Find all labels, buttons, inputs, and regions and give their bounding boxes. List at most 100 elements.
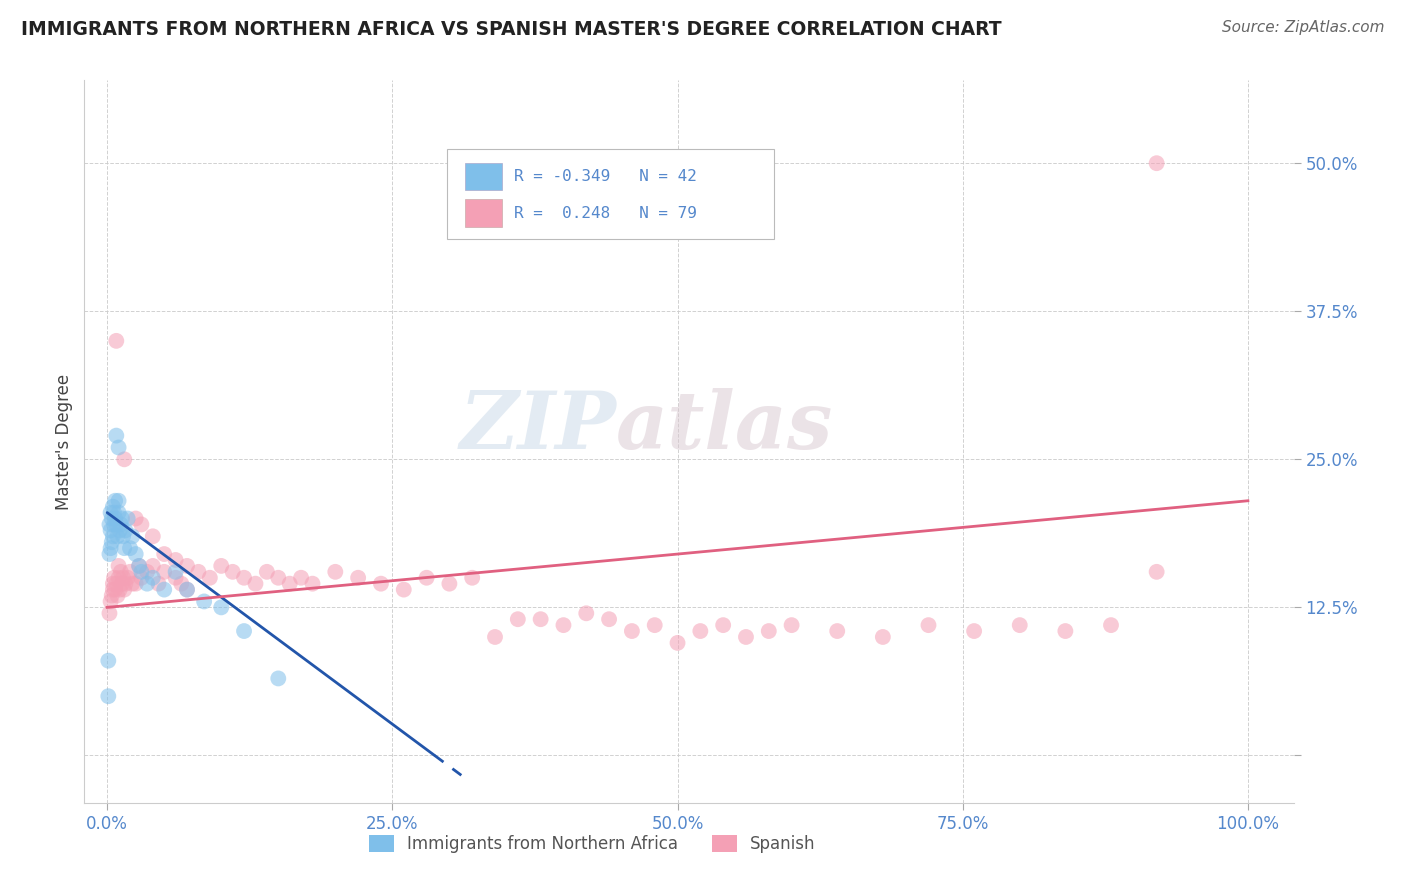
Point xyxy=(103,506,125,520)
Point xyxy=(117,511,139,525)
Point xyxy=(598,612,620,626)
Point xyxy=(105,428,128,442)
Point xyxy=(125,576,148,591)
Point xyxy=(209,600,232,615)
FancyBboxPatch shape xyxy=(465,162,502,190)
Point xyxy=(100,511,122,525)
FancyBboxPatch shape xyxy=(465,200,502,227)
Point xyxy=(101,582,124,597)
Point xyxy=(108,582,131,597)
Text: atlas: atlas xyxy=(616,388,834,466)
Point xyxy=(165,571,187,585)
Y-axis label: Master's Degree: Master's Degree xyxy=(55,374,73,509)
Point xyxy=(666,636,689,650)
Point xyxy=(107,506,129,520)
Point xyxy=(1146,156,1168,170)
Point xyxy=(100,535,122,549)
Point xyxy=(370,576,392,591)
Point xyxy=(963,624,986,638)
Point xyxy=(233,624,256,638)
Point xyxy=(142,529,165,543)
Point xyxy=(153,582,176,597)
Point xyxy=(176,582,198,597)
Point xyxy=(131,565,153,579)
Point xyxy=(267,672,290,686)
Point xyxy=(110,517,132,532)
Point xyxy=(125,547,148,561)
Point xyxy=(131,571,153,585)
Point xyxy=(689,624,711,638)
Point xyxy=(165,565,187,579)
Point xyxy=(121,576,143,591)
Point xyxy=(142,558,165,573)
Point xyxy=(128,558,150,573)
Text: ZIP: ZIP xyxy=(460,388,616,466)
Point xyxy=(104,582,127,597)
Point xyxy=(165,553,187,567)
Text: R = -0.349   N = 42: R = -0.349 N = 42 xyxy=(513,169,696,184)
Point xyxy=(110,565,132,579)
Point xyxy=(153,547,176,561)
Point xyxy=(484,630,506,644)
Point xyxy=(111,576,134,591)
Point xyxy=(112,541,135,556)
Text: R =  0.248   N = 79: R = 0.248 N = 79 xyxy=(513,206,696,220)
FancyBboxPatch shape xyxy=(447,149,773,239)
Point xyxy=(101,576,124,591)
Point xyxy=(461,571,484,585)
Point xyxy=(176,558,198,573)
Point xyxy=(100,594,122,608)
Point xyxy=(415,571,437,585)
Point xyxy=(100,541,122,556)
Point xyxy=(117,571,139,585)
Point xyxy=(131,517,153,532)
Point xyxy=(1054,624,1077,638)
Point xyxy=(187,565,209,579)
Point xyxy=(825,624,848,638)
Point xyxy=(290,571,312,585)
Point xyxy=(108,524,131,538)
Point xyxy=(1008,618,1031,632)
Text: Source: ZipAtlas.com: Source: ZipAtlas.com xyxy=(1222,20,1385,35)
Point xyxy=(118,541,141,556)
Point xyxy=(97,654,120,668)
Point xyxy=(112,529,135,543)
Point xyxy=(136,576,159,591)
Point xyxy=(103,517,125,532)
Point xyxy=(136,565,159,579)
Point xyxy=(644,618,666,632)
Point xyxy=(98,517,121,532)
Point xyxy=(125,511,148,525)
Point xyxy=(112,571,135,585)
Point xyxy=(107,589,129,603)
Point xyxy=(553,618,575,632)
Point xyxy=(100,506,122,520)
Point xyxy=(142,571,165,585)
Point xyxy=(121,529,143,543)
Point xyxy=(107,441,129,455)
Point xyxy=(347,571,370,585)
Point xyxy=(112,582,135,597)
Point xyxy=(97,689,120,703)
Point xyxy=(148,576,170,591)
Point xyxy=(100,589,122,603)
Point xyxy=(107,493,129,508)
Point xyxy=(278,576,301,591)
Text: IMMIGRANTS FROM NORTHERN AFRICA VS SPANISH MASTER'S DEGREE CORRELATION CHART: IMMIGRANTS FROM NORTHERN AFRICA VS SPANI… xyxy=(21,20,1001,38)
Point xyxy=(221,565,243,579)
Point xyxy=(267,571,290,585)
Point xyxy=(323,565,346,579)
Point xyxy=(104,511,127,525)
Point xyxy=(153,565,176,579)
Point xyxy=(170,576,193,591)
Point xyxy=(780,618,803,632)
Point xyxy=(107,558,129,573)
Point xyxy=(105,576,128,591)
Point xyxy=(872,630,894,644)
Point xyxy=(735,630,758,644)
Point xyxy=(1099,618,1122,632)
Point xyxy=(98,607,121,621)
Point xyxy=(233,571,256,585)
Point xyxy=(105,517,128,532)
Point xyxy=(193,594,215,608)
